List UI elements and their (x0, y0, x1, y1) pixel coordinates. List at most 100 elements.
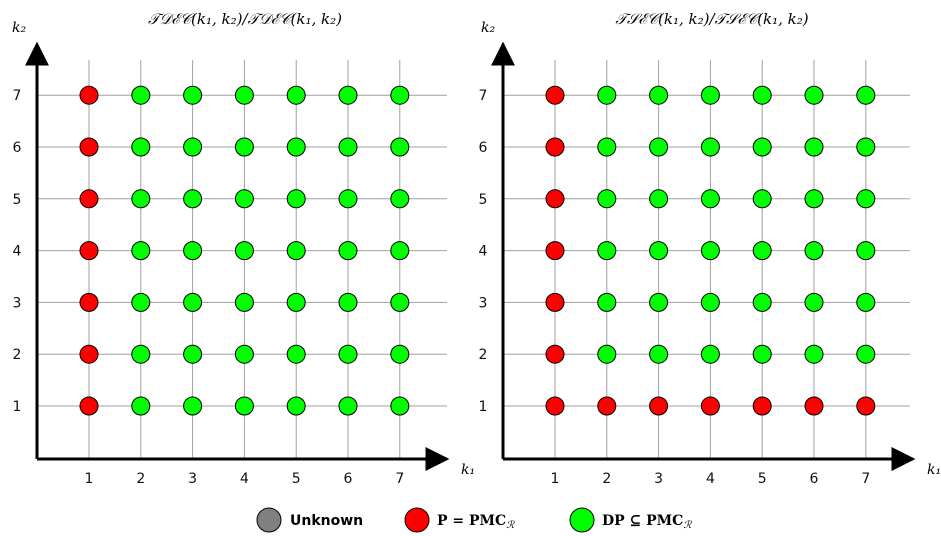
point-red-k1-1-k2-7 (79, 85, 99, 105)
point-green-k1-7-k2-1 (390, 396, 410, 416)
x-tick-label: 7 (861, 471, 870, 487)
y-tick-label: 2 (13, 347, 22, 363)
chart-panel-tsec: 𝒯𝒮ℰ𝒞(k₁, k₂)/𝒯𝒮ℰ𝒞(k₁, k₂) k₂ k₁ 1 2 3 4 5 6 7 1… (479, 10, 941, 487)
point-green-k1-6-k2-6 (804, 137, 824, 157)
point-green-k1-7-k2-7 (856, 85, 876, 105)
legend-item-unknown: Unknown (256, 507, 363, 533)
y-tick-label: 5 (479, 192, 488, 208)
point-green-k1-6-k2-4 (338, 241, 358, 261)
x-tick-label: 4 (240, 471, 249, 487)
point-green-k1-2-k2-3 (597, 292, 617, 312)
x-tick-label: 3 (654, 471, 663, 487)
chart-title: 𝒯𝒟ℰ𝒞(k₁, k₂)/𝒯𝒟ℰ𝒞(k₁, k₂) (148, 10, 342, 28)
legend-label-unknown: Unknown (290, 513, 363, 529)
point-green-k1-3-k2-6 (649, 137, 669, 157)
point-green-k1-7-k2-7 (390, 85, 410, 105)
legend-label-p-eq-pmc: P = PMCℛ (437, 513, 515, 531)
legend: Unknown P = PMCℛ DP ⊆ PMCℛ (256, 507, 692, 533)
y-tick-label: 1 (479, 399, 488, 415)
point-green-k1-6-k2-3 (338, 292, 358, 312)
point-red-k1-1-k2-3 (545, 292, 565, 312)
point-green-k1-2-k2-1 (131, 396, 151, 416)
chart-panel-tdec: 𝒯𝒟ℰ𝒞(k₁, k₂)/𝒯𝒟ℰ𝒞(k₁, k₂) k₂ k₁ 1 2 3 4 5 6 7 1… (12, 10, 475, 487)
point-green-k1-3-k2-2 (183, 344, 203, 364)
point-green-k1-3-k2-3 (649, 292, 669, 312)
y-tick-label: 5 (13, 192, 22, 208)
point-green-k1-5-k2-7 (752, 85, 772, 105)
y-tick-label: 2 (479, 347, 488, 363)
point-green-k1-7-k2-2 (856, 344, 876, 364)
y-tick-label: 7 (479, 88, 488, 104)
point-green-k1-4-k2-4 (234, 241, 254, 261)
point-green-k1-3-k2-2 (649, 344, 669, 364)
y-tick-label: 7 (13, 88, 22, 104)
point-green-k1-4-k2-7 (234, 85, 254, 105)
x-tick-label: 5 (758, 471, 767, 487)
x-axis-label: k₁ (461, 462, 475, 478)
point-green-k1-5-k2-4 (286, 241, 306, 261)
point-green-k1-7-k2-3 (390, 292, 410, 312)
point-red-k1-1-k2-6 (79, 137, 99, 157)
x-tick-label: 7 (395, 471, 404, 487)
point-green-k1-2-k2-7 (131, 85, 151, 105)
point-green-k1-5-k2-5 (752, 189, 772, 209)
point-green-k1-3-k2-4 (649, 241, 669, 261)
point-green-k1-7-k2-3 (856, 292, 876, 312)
point-green-k1-4-k2-5 (700, 189, 720, 209)
point-red-k1-1-k2-1 (79, 396, 99, 416)
y-tick-label: 4 (479, 244, 488, 260)
legend-item-p-eq-pmc: P = PMCℛ (404, 507, 515, 533)
point-red-k1-2-k2-1 (597, 396, 617, 416)
point-green-k1-5-k2-1 (286, 396, 306, 416)
point-green-k1-2-k2-6 (597, 137, 617, 157)
point-green-k1-6-k2-2 (338, 344, 358, 364)
point-green-k1-7-k2-6 (856, 137, 876, 157)
point-green-k1-2-k2-7 (597, 85, 617, 105)
point-green-k1-6-k2-1 (338, 396, 358, 416)
point-green-k1-2-k2-5 (131, 189, 151, 209)
y-tick-label: 1 (13, 399, 22, 415)
x-tick-label: 6 (344, 471, 353, 487)
point-green-k1-4-k2-3 (234, 292, 254, 312)
point-red-k1-1-k2-5 (545, 189, 565, 209)
point-red-k1-3-k2-1 (649, 396, 669, 416)
point-red-k1-1-k2-4 (79, 241, 99, 261)
point-green-k1-3-k2-7 (649, 85, 669, 105)
axes (491, 41, 916, 471)
point-green-k1-4-k2-6 (234, 137, 254, 157)
point-green-k1-4-k2-6 (700, 137, 720, 157)
point-green-k1-6-k2-3 (804, 292, 824, 312)
x-tick-label: 3 (188, 471, 197, 487)
y-axis-label: k₂ (481, 20, 495, 36)
point-red-k1-5-k2-1 (752, 396, 772, 416)
point-green-k1-6-k2-2 (804, 344, 824, 364)
point-green-k1-6-k2-7 (804, 85, 824, 105)
legend-marker-unknown (256, 507, 282, 533)
point-red-k1-4-k2-1 (700, 396, 720, 416)
point-red-k1-6-k2-1 (804, 396, 824, 416)
point-green-k1-5-k2-3 (752, 292, 772, 312)
point-red-k1-1-k2-5 (79, 189, 99, 209)
y-axis-label: k₂ (12, 20, 26, 36)
point-green-k1-2-k2-2 (131, 344, 151, 364)
x-tick-label: 6 (810, 471, 819, 487)
point-green-k1-4-k2-3 (700, 292, 720, 312)
point-green-k1-5-k2-6 (752, 137, 772, 157)
point-green-k1-7-k2-2 (390, 344, 410, 364)
point-green-k1-4-k2-2 (234, 344, 254, 364)
point-green-k1-2-k2-6 (131, 137, 151, 157)
point-green-k1-2-k2-4 (597, 241, 617, 261)
point-green-k1-2-k2-3 (131, 292, 151, 312)
point-green-k1-6-k2-7 (338, 85, 358, 105)
legend-marker-p-eq-pmc (404, 507, 430, 533)
y-tick-label: 6 (13, 140, 22, 156)
point-red-k1-1-k2-3 (79, 292, 99, 312)
point-green-k1-5-k2-5 (286, 189, 306, 209)
point-green-k1-7-k2-5 (856, 189, 876, 209)
legend-label-dp-subset-pmc: DP ⊆ PMCℛ (602, 513, 692, 531)
point-green-k1-6-k2-4 (804, 241, 824, 261)
x-tick-label: 5 (292, 471, 301, 487)
point-green-k1-3-k2-5 (183, 189, 203, 209)
y-tick-label: 6 (479, 140, 488, 156)
point-green-k1-4-k2-2 (700, 344, 720, 364)
